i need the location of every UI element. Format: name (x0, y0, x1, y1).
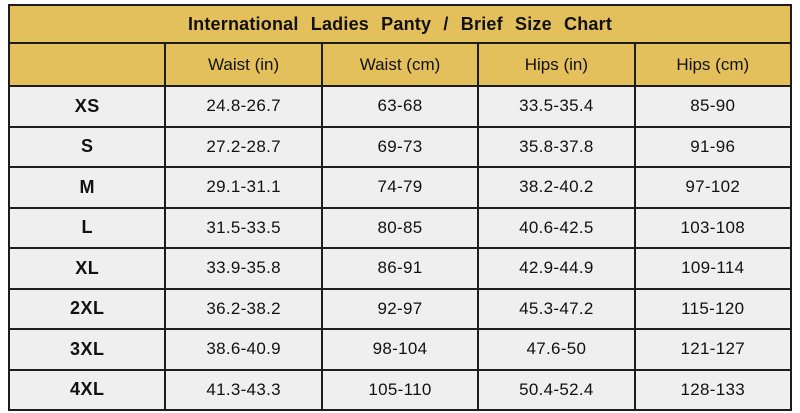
hips-in-value: 47.6-50 (477, 328, 636, 371)
hips-in-value: 40.6-42.5 (477, 206, 636, 249)
waist-cm-value: 69-73 (320, 125, 480, 168)
waist-in-value: 33.9-35.8 (164, 247, 323, 290)
waist-in-value: 38.6-40.9 (164, 328, 323, 371)
size-chart-table: International Ladies Panty / Brief Size … (7, 4, 793, 411)
table-row-xs: XS 24.8-26.7 63-68 33.5-35.4 85-90 (7, 85, 793, 128)
waist-in-value: 27.2-28.7 (164, 125, 323, 168)
chart-title-row: International Ladies Panty / Brief Size … (8, 4, 792, 44)
hips-cm-value: 85-90 (633, 85, 793, 128)
column-header-row: Waist (in) Waist (cm) Hips (in) Hips (cm… (7, 42, 793, 87)
waist-cm-value: 63-68 (320, 85, 480, 128)
size-label: M (7, 166, 167, 209)
waist-in-value: 41.3-43.3 (164, 368, 323, 411)
size-label: XL (7, 247, 167, 290)
column-header-waist-cm: Waist (cm) (320, 42, 480, 87)
waist-cm-value: 98-104 (320, 328, 480, 371)
table-row-3xl: 3XL 38.6-40.9 98-104 47.6-50 121-127 (7, 328, 793, 371)
hips-in-value: 45.3-47.2 (477, 287, 636, 330)
table-row-4xl: 4XL 41.3-43.3 105-110 50.4-52.4 128-133 (7, 368, 793, 411)
waist-in-value: 24.8-26.7 (164, 85, 323, 128)
hips-cm-value: 109-114 (633, 247, 793, 290)
hips-in-value: 50.4-52.4 (477, 368, 636, 411)
table-row-s: S 27.2-28.7 69-73 35.8-37.8 91-96 (7, 125, 793, 168)
table-row-l: L 31.5-33.5 80-85 40.6-42.5 103-108 (7, 206, 793, 249)
size-label: S (7, 125, 167, 168)
hips-cm-value: 115-120 (633, 287, 793, 330)
column-header-hips-cm: Hips (cm) (633, 42, 793, 87)
hips-in-value: 35.8-37.8 (477, 125, 636, 168)
hips-cm-value: 91-96 (633, 125, 793, 168)
hips-in-value: 42.9-44.9 (477, 247, 636, 290)
size-label: 2XL (7, 287, 167, 330)
size-label: XS (7, 85, 167, 128)
table-row-m: M 29.1-31.1 74-79 38.2-40.2 97-102 (7, 166, 793, 209)
waist-cm-value: 86-91 (320, 247, 480, 290)
column-header-waist-in: Waist (in) (164, 42, 323, 87)
hips-in-value: 33.5-35.4 (477, 85, 636, 128)
chart-title: International Ladies Panty / Brief Size … (8, 4, 792, 44)
hips-in-value: 38.2-40.2 (477, 166, 636, 209)
waist-cm-value: 80-85 (320, 206, 480, 249)
waist-in-value: 31.5-33.5 (164, 206, 323, 249)
waist-cm-value: 74-79 (320, 166, 480, 209)
waist-cm-value: 105-110 (320, 368, 480, 411)
size-chart-container: International Ladies Panty / Brief Size … (7, 4, 793, 411)
table-row-xl: XL 33.9-35.8 86-91 42.9-44.9 109-114 (7, 247, 793, 290)
table-row-2xl: 2XL 36.2-38.2 92-97 45.3-47.2 115-120 (7, 287, 793, 330)
size-label: 4XL (7, 368, 167, 411)
column-header-hips-in: Hips (in) (477, 42, 636, 87)
waist-cm-value: 92-97 (320, 287, 480, 330)
hips-cm-value: 121-127 (633, 328, 793, 371)
waist-in-value: 29.1-31.1 (164, 166, 323, 209)
size-label: L (7, 206, 167, 249)
size-label: 3XL (7, 328, 167, 371)
hips-cm-value: 128-133 (633, 368, 793, 411)
hips-cm-value: 103-108 (633, 206, 793, 249)
hips-cm-value: 97-102 (633, 166, 793, 209)
waist-in-value: 36.2-38.2 (164, 287, 323, 330)
column-header-size (7, 42, 167, 87)
